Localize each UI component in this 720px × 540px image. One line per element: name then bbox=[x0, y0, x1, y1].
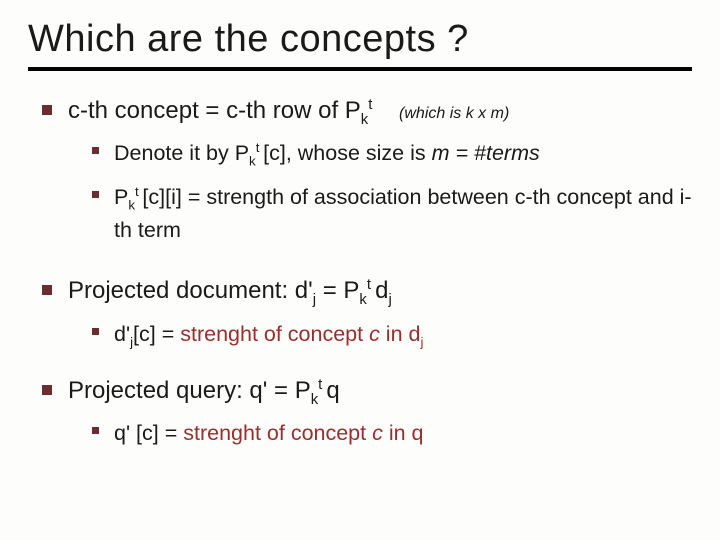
b1s1-ital: m = #terms bbox=[432, 141, 540, 165]
b1-note: (which is k x m) bbox=[399, 105, 509, 122]
bullet-2-sublist: d'j[c] = strenght of concept c in dj bbox=[68, 318, 692, 351]
b2-post: d bbox=[375, 277, 388, 304]
bullet-1: c-th concept = c-th row of Pkt (which is… bbox=[68, 95, 692, 247]
b1s2-pre: P bbox=[114, 185, 128, 209]
bullet-2-1-text: d'j[c] = strenght of concept c in dj bbox=[114, 318, 692, 351]
b1s2-rest: [c][i] = strength of association between… bbox=[114, 185, 692, 242]
slide-title: Which are the concepts ? bbox=[28, 18, 692, 61]
bullet-3-1: q' [c] = strenght of concept c in q bbox=[114, 417, 692, 450]
b2s1-pre: d' bbox=[114, 322, 130, 346]
bullet-1-2: Pkt [c][i] = strength of association bet… bbox=[114, 181, 692, 248]
bullet-list: c-th concept = c-th row of Pkt (which is… bbox=[28, 95, 692, 451]
b3-post: q bbox=[326, 377, 339, 404]
b2s1-ital: c bbox=[369, 322, 380, 346]
b1-sup: t bbox=[368, 97, 372, 113]
b1s1-sup: t bbox=[256, 140, 263, 155]
b2-pre: Projected document: d' bbox=[68, 277, 313, 304]
bullet-2-1: d'j[c] = strenght of concept c in dj bbox=[114, 318, 692, 351]
b2s1-sub2: j bbox=[420, 334, 423, 349]
slide: Which are the concepts ? c-th concept = … bbox=[0, 0, 720, 540]
bullet-3: Projected query: q' = Pkt q q' [c] = str… bbox=[68, 375, 692, 451]
b2-sub3: j bbox=[388, 292, 391, 308]
b1s1-sub: k bbox=[249, 154, 256, 169]
b3s1-post: in q bbox=[383, 421, 424, 445]
b2-sub2: k bbox=[359, 292, 366, 308]
b2s1-post: in d bbox=[380, 322, 421, 346]
bullet-3-sublist: q' [c] = strenght of concept c in q bbox=[68, 417, 692, 450]
bullet-3-1-text: q' [c] = strenght of concept c in q bbox=[114, 417, 692, 450]
bullet-1-sublist: Denote it by Pkt [c], whose size is m = … bbox=[68, 137, 692, 247]
b1-sub: k bbox=[361, 112, 368, 128]
b3-sub: k bbox=[311, 392, 318, 408]
b1s1-mid: [c], whose size is bbox=[263, 141, 431, 165]
b3s1-pre: q' [c] = bbox=[114, 421, 183, 445]
bullet-3-text: Projected query: q' = Pkt q bbox=[68, 375, 692, 407]
b2-mid: = P bbox=[316, 277, 359, 304]
title-rule: Which are the concepts ? bbox=[28, 18, 692, 71]
b1s1-pre: Denote it by P bbox=[114, 141, 249, 165]
b2s1-red: strenght of concept bbox=[180, 322, 369, 346]
bullet-1-1-text: Denote it by Pkt [c], whose size is m = … bbox=[114, 137, 692, 170]
bullet-1-text: c-th concept = c-th row of Pkt (which is… bbox=[68, 95, 692, 127]
b3s1-ital: c bbox=[372, 421, 383, 445]
b3-pre: Projected query: q' = P bbox=[68, 377, 311, 404]
b1s2-sub: k bbox=[128, 197, 135, 212]
b1-pre: c-th concept = c-th row of P bbox=[68, 97, 361, 124]
b2-sup: t bbox=[367, 277, 375, 293]
bullet-2-text: Projected document: d'j = Pkt dj bbox=[68, 275, 692, 307]
bullet-1-2-text: Pkt [c][i] = strength of association bet… bbox=[114, 181, 692, 248]
b3s1-red: strenght of concept bbox=[183, 421, 372, 445]
bullet-2: Projected document: d'j = Pkt dj d'j[c] … bbox=[68, 275, 692, 351]
bullet-1-1: Denote it by Pkt [c], whose size is m = … bbox=[114, 137, 692, 170]
b2s1-mid: [c] = bbox=[133, 322, 180, 346]
